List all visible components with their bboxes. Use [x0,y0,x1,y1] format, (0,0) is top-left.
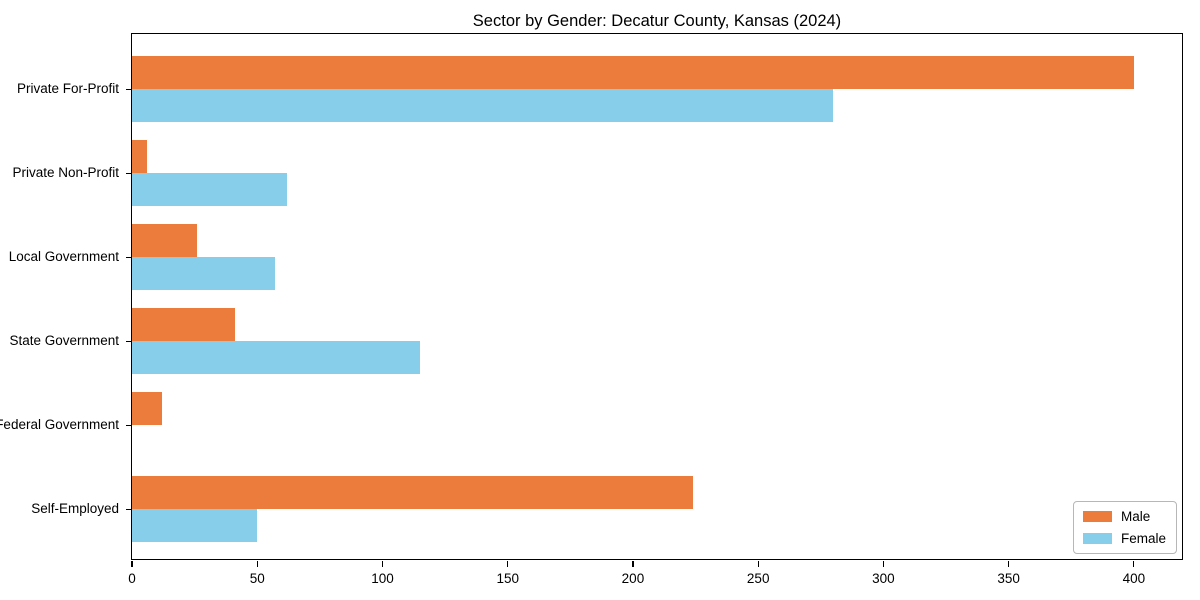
x-tick-label: 100 [371,571,394,586]
legend-label-female: Female [1120,531,1166,546]
bar-female-5 [132,509,258,542]
bar-male-0 [132,56,1134,89]
bar-female-0 [132,89,834,122]
y-tick-mark [126,424,132,426]
y-tick-mark [126,88,132,90]
legend: Male Female [1072,501,1177,554]
y-tick-mark [126,340,132,342]
x-tick-mark [1133,561,1135,567]
x-tick-label: 0 [128,571,136,586]
x-tick-label: 150 [496,571,519,586]
y-tick-label: Self-Employed [31,501,119,516]
bar-male-3 [132,308,235,341]
y-tick-label: Local Government [8,249,119,264]
x-tick-mark [131,561,133,567]
y-tick-label: State Government [9,333,119,348]
y-tick-mark [126,172,132,174]
legend-row-female: Female [1082,531,1166,546]
y-tick-mark [126,508,132,510]
bar-male-1 [132,140,148,173]
x-tick-label: 350 [997,571,1020,586]
x-tick-mark [381,561,384,567]
x-tick-mark [256,561,258,567]
x-tick-mark [1008,561,1010,567]
y-tick-label: Federal Government [0,417,119,432]
bar-female-1 [132,173,288,206]
y-tick-mark [126,256,132,258]
legend-row-male: Male [1082,509,1166,524]
legend-label-male: Male [1120,509,1151,524]
x-tick-label: 250 [746,571,770,586]
bar-female-3 [132,341,421,374]
x-tick-label: 200 [621,571,645,586]
bar-male-2 [132,224,198,257]
chart-title: Sector by Gender: Decatur County, Kansas… [472,12,842,30]
x-tick-label: 400 [1122,571,1146,586]
plot-area: Private For-Profit Private Non-Profit Loca… [0,33,1183,586]
legend-swatch-male [1082,511,1112,522]
x-tick-mark [632,561,634,567]
bar-male-5 [132,476,694,509]
x-tick-mark [882,561,885,567]
x-tick-mark [507,561,509,567]
x-tick-label: 50 [249,571,265,586]
y-tick-label: Private For-Profit [16,81,119,96]
bar-male-4 [132,392,163,425]
x-tick-label: 300 [872,571,895,586]
bar-female-2 [132,257,275,290]
legend-swatch-female [1082,533,1112,544]
y-tick-label: Private Non-Profit [12,165,119,180]
x-tick-mark [757,561,759,567]
